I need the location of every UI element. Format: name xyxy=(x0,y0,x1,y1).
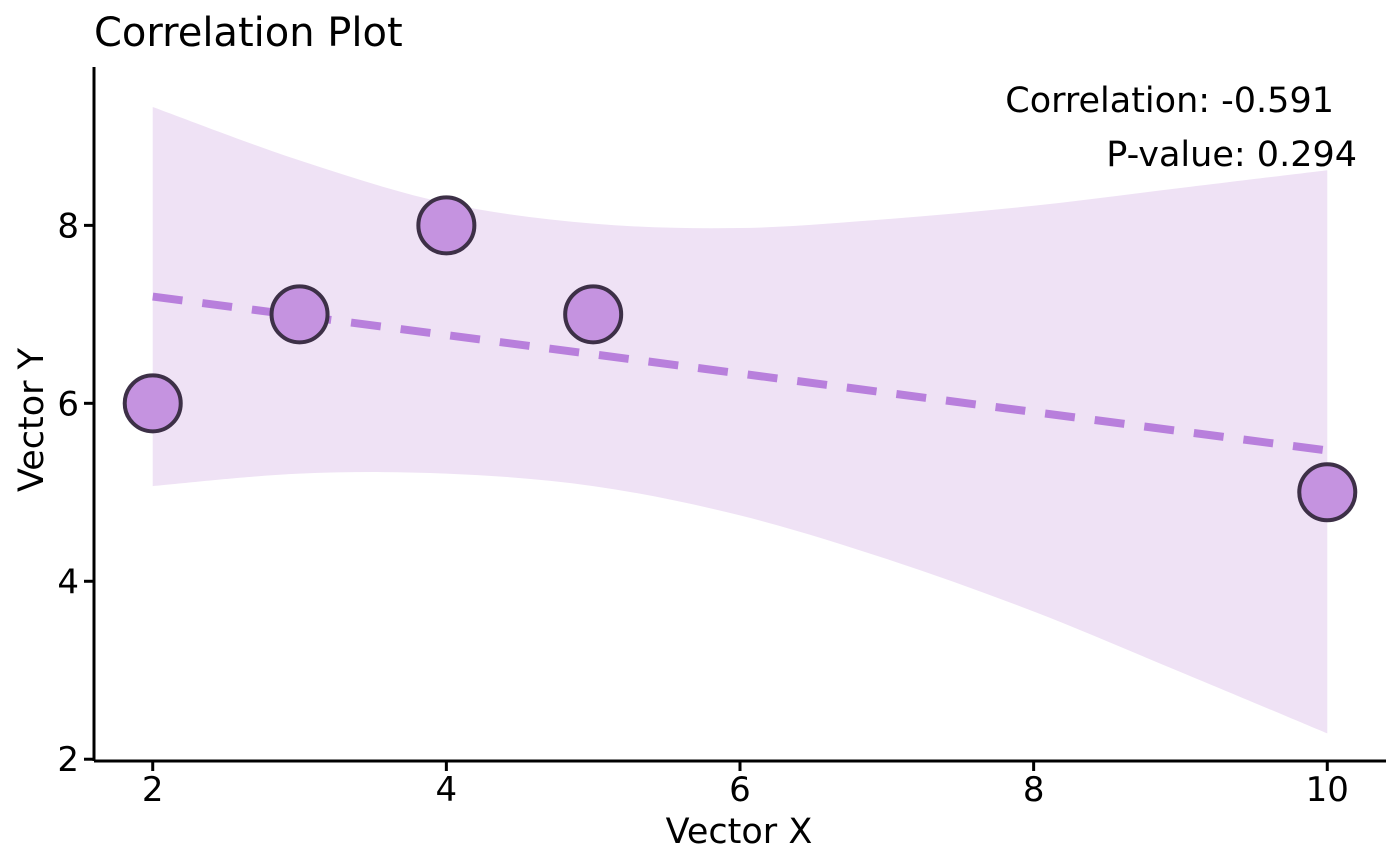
correlation-annotation: Correlation: -0.591 xyxy=(1005,81,1334,121)
data-point xyxy=(1297,462,1358,523)
y-tick-label: 4 xyxy=(57,562,79,602)
x-tick-label: 6 xyxy=(729,770,751,810)
data-point xyxy=(563,284,624,345)
x-tick-label: 2 xyxy=(142,770,164,810)
y-tick-label: 2 xyxy=(57,740,79,780)
data-point xyxy=(269,284,330,345)
confidence-band xyxy=(152,107,1328,734)
x-axis-title: Vector X xyxy=(666,812,813,852)
x-axis-ticks: 2 4 6 8 10 xyxy=(142,761,1349,810)
y-axis-title: Vector Y xyxy=(12,347,52,492)
y-tick-label: 8 xyxy=(57,206,79,246)
x-tick-label: 10 xyxy=(1306,770,1349,810)
data-point xyxy=(122,373,183,434)
p-value-annotation: P-value: 0.294 xyxy=(1106,135,1357,175)
x-tick-label: 4 xyxy=(436,770,458,810)
data-point xyxy=(416,195,477,256)
x-tick-label: 8 xyxy=(1023,770,1045,810)
y-tick-label: 6 xyxy=(57,384,79,424)
chart-title: Correlation Plot xyxy=(94,10,403,56)
plot-area xyxy=(122,107,1358,734)
y-axis-ticks: 2 4 6 8 xyxy=(57,206,94,780)
